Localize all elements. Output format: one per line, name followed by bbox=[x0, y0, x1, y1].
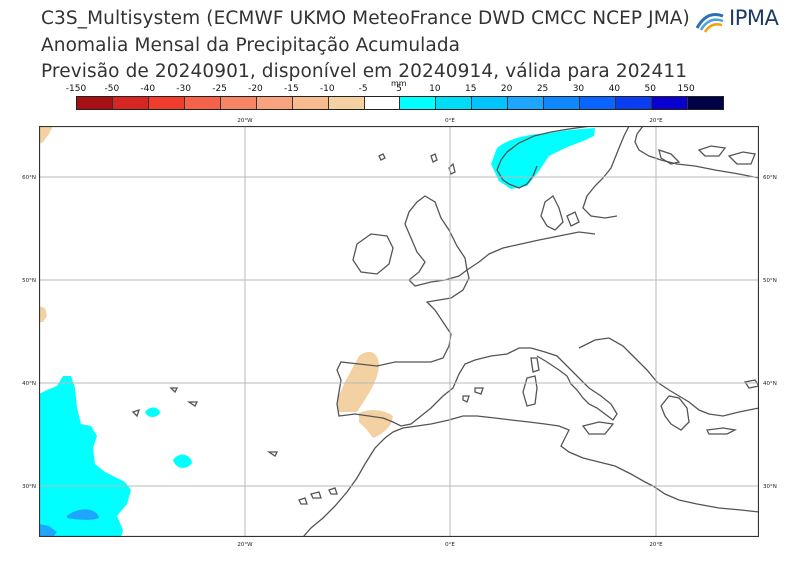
coast-ireland bbox=[352, 233, 394, 275]
title-models: C3S_Multisystem (ECMWF UKMO MeteoFrance … bbox=[41, 8, 690, 29]
anomaly-positive-atlantic bbox=[39, 376, 131, 537]
colorbar-tick-label: 20 bbox=[500, 84, 513, 94]
colorbar-tick-label: -20 bbox=[248, 84, 263, 94]
lon-label-bottom-0e: 0°E bbox=[445, 542, 455, 548]
coast-sardinia bbox=[522, 375, 538, 407]
coast-adriatic-balkans bbox=[578, 337, 759, 417]
colorbar-tick-label: 40 bbox=[608, 84, 621, 94]
lon-label-bottom-20w: 20°W bbox=[237, 542, 253, 548]
coast-sicily bbox=[581, 421, 615, 435]
colorbar-segment bbox=[652, 97, 688, 109]
colorbar-segment bbox=[77, 97, 113, 109]
colorbar-segment bbox=[472, 97, 509, 109]
lon-label-top-20w: 20°W bbox=[237, 118, 253, 124]
ipma-logo: IPMA bbox=[693, 6, 783, 34]
colorbar-segment bbox=[616, 97, 652, 109]
colorbar-tick-label: -50 bbox=[104, 84, 120, 94]
anomaly-positive-strong-2 bbox=[39, 524, 57, 537]
title-variable: Anomalia Mensal da Precipitação Acumulad… bbox=[41, 35, 461, 56]
colorbar-tick-label: -15 bbox=[283, 84, 299, 94]
coast-greece bbox=[660, 395, 690, 431]
coast-scandinavia-east bbox=[582, 126, 759, 219]
lat-label-left-30n: 30°N bbox=[22, 484, 36, 490]
coast-canaries bbox=[298, 487, 338, 505]
colorbar-tick-label: 25 bbox=[536, 84, 549, 94]
coast-baltic-islands bbox=[658, 145, 756, 165]
coast-crete bbox=[706, 427, 738, 435]
colorbar bbox=[76, 96, 724, 110]
colorbar-segment bbox=[400, 97, 437, 109]
title-forecast-dates: Previsão de 20240901, disponível em 2024… bbox=[41, 61, 688, 82]
colorbar-tick-label: 5 bbox=[396, 84, 402, 94]
anomaly-positive-blob-2 bbox=[173, 454, 192, 468]
colorbar-segment bbox=[220, 97, 257, 109]
coast-cyprus bbox=[743, 379, 759, 389]
colorbar-segment bbox=[292, 97, 329, 109]
colorbar-segment bbox=[580, 97, 617, 109]
lon-label-bottom-20e: 20°E bbox=[649, 542, 663, 548]
lon-label-top-0e: 0°E bbox=[445, 118, 455, 124]
coast-azores bbox=[131, 387, 199, 418]
coast-madeira bbox=[266, 451, 279, 457]
anomaly-positive-strong bbox=[67, 509, 99, 520]
colorbar-tick-label: 15 bbox=[465, 84, 477, 94]
colorbar-tick-label: -150 bbox=[65, 84, 87, 94]
colorbar-tick-label: 10 bbox=[429, 84, 441, 94]
lat-label-left-50n: 50°N bbox=[22, 278, 36, 284]
colorbar-tick-label: -40 bbox=[140, 84, 156, 94]
colorbar-tick-label: 150 bbox=[677, 84, 695, 94]
colorbar-segment bbox=[328, 97, 365, 109]
colorbar-segment bbox=[184, 97, 221, 109]
colorbar-tick-label: -5 bbox=[358, 84, 368, 94]
colorbar-tick-label: -10 bbox=[319, 84, 335, 94]
anomaly-positive-blob bbox=[145, 407, 160, 417]
coast-corsica bbox=[530, 357, 540, 373]
colorbar-tick-label: 50 bbox=[644, 84, 656, 94]
anomaly-negative-iberia bbox=[337, 351, 379, 412]
colorbar-segment bbox=[436, 97, 473, 109]
colorbar-segment bbox=[148, 97, 185, 109]
colorbar-tick-label: -30 bbox=[176, 84, 192, 94]
colorbar-tick-label: 30 bbox=[572, 84, 585, 94]
colorbar-segment bbox=[544, 97, 581, 109]
anomaly-negative-west bbox=[39, 306, 47, 322]
coast-north-africa bbox=[302, 415, 759, 537]
anomaly-positive-norway bbox=[491, 128, 595, 189]
colorbar-segment bbox=[508, 97, 545, 109]
colorbar-segment bbox=[687, 97, 723, 109]
anomaly-negative-nw bbox=[39, 126, 53, 144]
lat-label-right-30n: 30°N bbox=[763, 484, 777, 490]
coast-europe-west bbox=[336, 231, 596, 427]
lat-label-right-40n: 40°N bbox=[763, 381, 777, 387]
lat-label-left-40n: 40°N bbox=[22, 381, 36, 387]
colorbar-segment bbox=[364, 97, 401, 109]
coast-iceland-faroe bbox=[378, 153, 438, 163]
anomaly-negative-gibraltar bbox=[359, 410, 393, 438]
colorbar-tick-label: -25 bbox=[212, 84, 227, 94]
lat-label-right-50n: 50°N bbox=[763, 278, 777, 284]
lat-label-left-60n: 60°N bbox=[22, 175, 36, 181]
colorbar-segment bbox=[256, 97, 293, 109]
ipma-wave-icon bbox=[695, 13, 724, 33]
coastlines bbox=[131, 126, 759, 537]
map-background bbox=[39, 126, 759, 537]
coast-italy bbox=[530, 347, 618, 421]
precipitation-anomaly-map bbox=[39, 126, 759, 537]
graticule bbox=[39, 126, 759, 537]
map-frame bbox=[39, 126, 759, 537]
colorbar-segment bbox=[112, 97, 149, 109]
lon-label-top-20e: 20°E bbox=[649, 118, 663, 124]
logo-text: IPMA bbox=[729, 6, 779, 30]
coast-balearics bbox=[462, 387, 484, 403]
coast-denmark bbox=[540, 195, 580, 231]
colorbar-unit: mm bbox=[391, 79, 407, 88]
lat-label-right-60n: 60°N bbox=[763, 175, 777, 181]
